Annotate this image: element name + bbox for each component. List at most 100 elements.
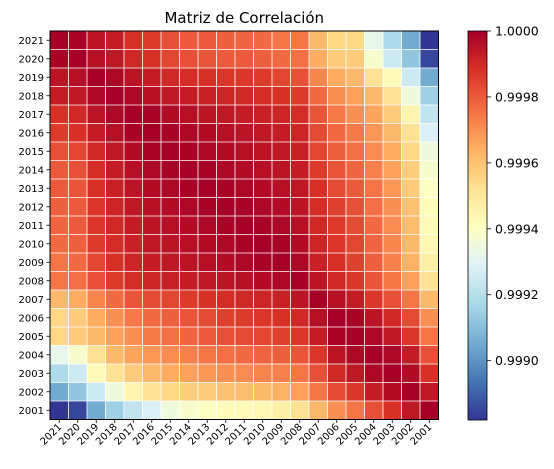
heatmap-cell <box>272 49 291 69</box>
heatmap-cell <box>290 253 310 272</box>
heatmap-cell <box>198 364 217 383</box>
heatmap-cell <box>105 253 125 272</box>
heatmap-cell <box>401 345 421 365</box>
heatmap-cell <box>235 271 254 291</box>
heatmap-cell <box>272 401 291 420</box>
y-tick-label: 2016 <box>19 128 44 139</box>
heatmap-cell <box>87 308 106 328</box>
heatmap-cell <box>216 216 236 235</box>
heatmap-cell <box>198 31 217 50</box>
heatmap-cell <box>327 68 347 87</box>
heatmap-cell <box>179 142 199 161</box>
heatmap-cell <box>253 327 273 346</box>
heatmap-cell <box>290 234 310 254</box>
heatmap-cell <box>327 31 347 50</box>
heatmap-cell <box>161 31 180 50</box>
heatmap-cell <box>383 271 402 291</box>
heatmap-cell <box>364 49 384 69</box>
heatmap-cell <box>420 160 439 180</box>
heatmap-cell <box>68 160 88 180</box>
y-tick-label: 2014 <box>19 165 44 176</box>
heatmap-cell <box>216 253 236 272</box>
heatmap-cell <box>364 345 384 365</box>
heatmap-cell <box>124 327 143 346</box>
heatmap-cell <box>198 216 217 235</box>
heatmap-cell <box>383 327 402 346</box>
heatmap-cell <box>198 49 217 69</box>
heatmap-cell <box>346 364 365 383</box>
heatmap-cell <box>327 160 347 180</box>
heatmap-cell <box>105 86 125 106</box>
heatmap-cell <box>364 271 384 291</box>
heatmap-cell <box>161 86 180 106</box>
heatmap-cell <box>198 105 217 124</box>
heatmap-cell <box>68 68 88 87</box>
y-tick-label: 2012 <box>19 202 44 213</box>
heatmap-cell <box>216 160 236 180</box>
heatmap-cell <box>327 123 347 143</box>
heatmap-cell <box>68 216 88 235</box>
heatmap-cell <box>309 253 328 272</box>
heatmap-cell <box>253 364 273 383</box>
heatmap-cell <box>401 364 421 383</box>
y-tick-label: 2011 <box>19 221 44 232</box>
heatmap-cell <box>124 86 143 106</box>
heatmap-cell <box>346 401 365 420</box>
heatmap-cell <box>161 123 180 143</box>
heatmap-cell <box>253 234 273 254</box>
heatmap-cell <box>124 290 143 309</box>
heatmap-cell <box>272 123 291 143</box>
heatmap-cell <box>272 86 291 106</box>
heatmap-cell <box>364 382 384 402</box>
heatmap-cell <box>198 308 217 328</box>
heatmap-cell <box>235 197 254 217</box>
heatmap-cell <box>290 308 310 328</box>
heatmap-cell <box>272 179 291 198</box>
heatmap-cell <box>124 271 143 291</box>
heatmap-cell <box>383 253 402 272</box>
heatmap-cell <box>309 31 328 50</box>
heatmap-cell <box>253 382 273 402</box>
heatmap-cell <box>309 364 328 383</box>
heatmap-cell <box>290 160 310 180</box>
heatmap-cell <box>124 197 143 217</box>
heatmap-cell <box>235 382 254 402</box>
y-tick-label: 2007 <box>19 295 44 306</box>
heatmap-cell <box>364 86 384 106</box>
heatmap-cell <box>235 68 254 87</box>
heatmap-cell <box>235 123 254 143</box>
heatmap-cell <box>253 68 273 87</box>
heatmap-cell <box>420 345 439 365</box>
heatmap-cell <box>272 290 291 309</box>
y-tick-label: 2019 <box>19 73 44 84</box>
heatmap-cell <box>50 382 69 402</box>
heatmap-cell <box>68 86 88 106</box>
heatmap-cell <box>253 197 273 217</box>
heatmap-cell <box>105 49 125 69</box>
heatmap-cell <box>179 401 199 420</box>
heatmap-cell <box>346 308 365 328</box>
heatmap-cell <box>216 327 236 346</box>
heatmap-cell <box>364 327 384 346</box>
heatmap-cell <box>68 271 88 291</box>
heatmap-cell <box>346 197 365 217</box>
heatmap-cell <box>198 401 217 420</box>
heatmap-cell <box>364 290 384 309</box>
heatmap-cell <box>309 382 328 402</box>
heatmap-cell <box>161 271 180 291</box>
heatmap-cell <box>68 123 88 143</box>
heatmap-cell <box>179 197 199 217</box>
heatmap-cell <box>50 105 69 124</box>
heatmap-cell <box>179 308 199 328</box>
heatmap-cell <box>124 123 143 143</box>
heatmap-cell <box>142 290 162 309</box>
heatmap-cell <box>327 86 347 106</box>
heatmap-cell <box>142 86 162 106</box>
heatmap-cell <box>346 327 365 346</box>
heatmap-cell <box>327 327 347 346</box>
heatmap-cell <box>290 49 310 69</box>
heatmap-cell <box>50 364 69 383</box>
heatmap-cell <box>179 123 199 143</box>
heatmap-cell <box>272 68 291 87</box>
heatmap-cell <box>198 345 217 365</box>
